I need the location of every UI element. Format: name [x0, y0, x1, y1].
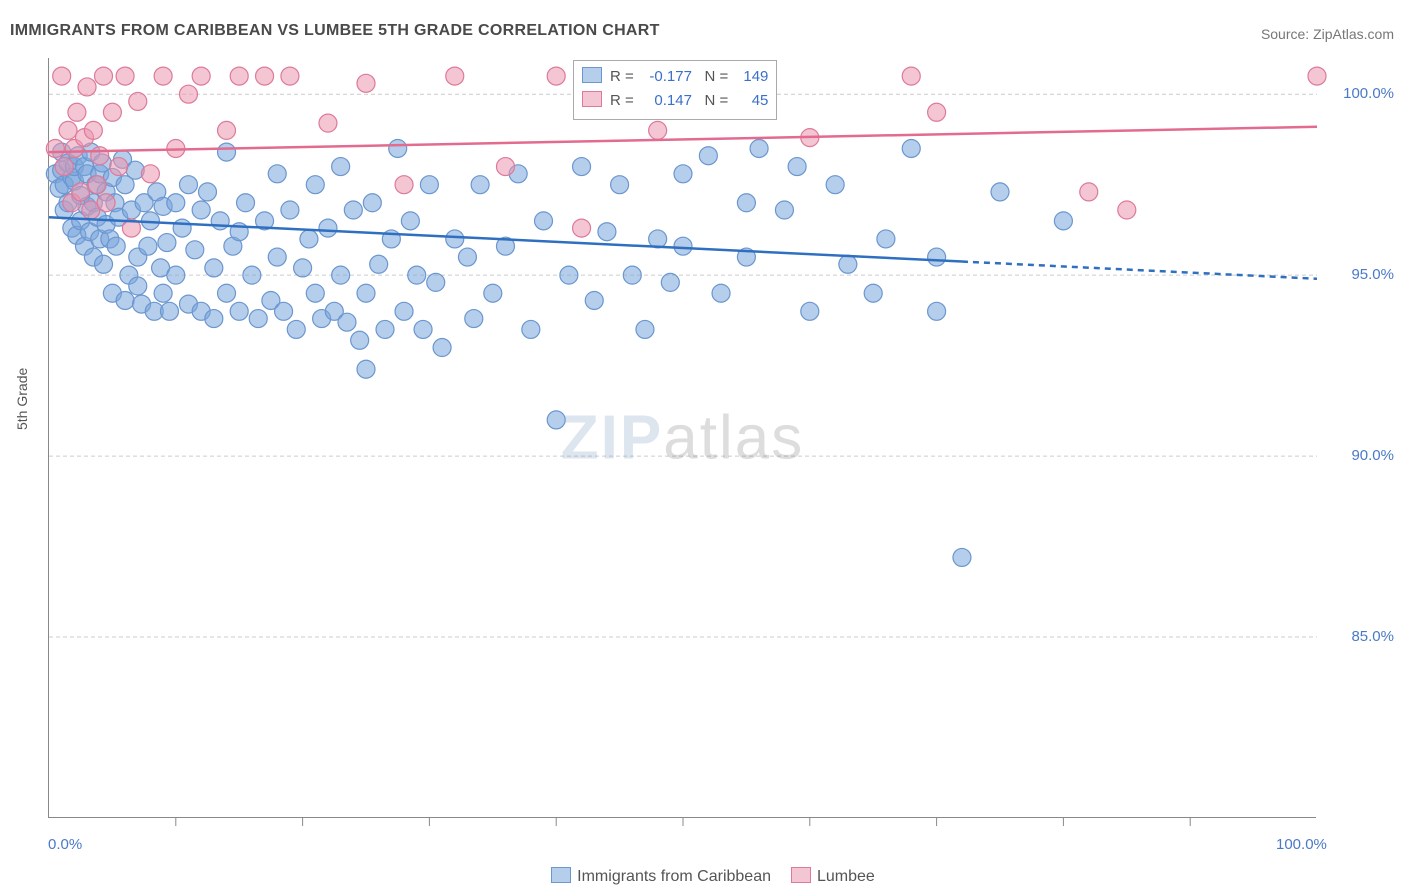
legend-label: Immigrants from Caribbean [577, 868, 771, 885]
y-tick-label: 90.0% [1324, 447, 1394, 464]
stats-n-value: 45 [732, 89, 768, 113]
chart-title: IMMIGRANTS FROM CARIBBEAN VS LUMBEE 5TH … [10, 22, 660, 40]
plot-area: ZIPatlas R = -0.177 N = 149R = 0.147 N =… [48, 58, 1316, 818]
correlation-stats-box: R = -0.177 N = 149R = 0.147 N = 45 [573, 60, 777, 120]
source-link[interactable]: ZipAtlas.com [1313, 26, 1394, 42]
y-tick-label: 95.0% [1324, 266, 1394, 283]
source-attribution: Source: ZipAtlas.com [1261, 26, 1394, 42]
legend-swatch [551, 867, 571, 883]
stats-n-label: N = [704, 68, 732, 85]
y-tick-label: 100.0% [1324, 85, 1394, 102]
x-tick-label: 100.0% [1276, 836, 1327, 853]
stats-n-value: 149 [732, 65, 768, 89]
stats-r-value: -0.177 [638, 65, 692, 89]
stats-swatch [582, 67, 602, 83]
chart-container: IMMIGRANTS FROM CARIBBEAN VS LUMBEE 5TH … [0, 0, 1406, 892]
y-tick-label: 85.0% [1324, 628, 1394, 645]
stats-swatch [582, 91, 602, 107]
y-axis-label: 5th Grade [14, 368, 30, 430]
stats-n-label: N = [704, 92, 732, 109]
stats-r-value: 0.147 [638, 89, 692, 113]
source-prefix: Source: [1261, 26, 1313, 42]
stats-row: R = 0.147 N = 45 [582, 89, 768, 113]
stats-r-label: R = [610, 68, 638, 85]
legend-label: Lumbee [817, 868, 875, 885]
legend: Immigrants from Caribbean Lumbee [0, 867, 1406, 886]
x-tick-label: 0.0% [48, 836, 82, 853]
scatter-svg [49, 58, 1317, 818]
stats-r-label: R = [610, 92, 638, 109]
stats-row: R = -0.177 N = 149 [582, 65, 768, 89]
legend-swatch [791, 867, 811, 883]
